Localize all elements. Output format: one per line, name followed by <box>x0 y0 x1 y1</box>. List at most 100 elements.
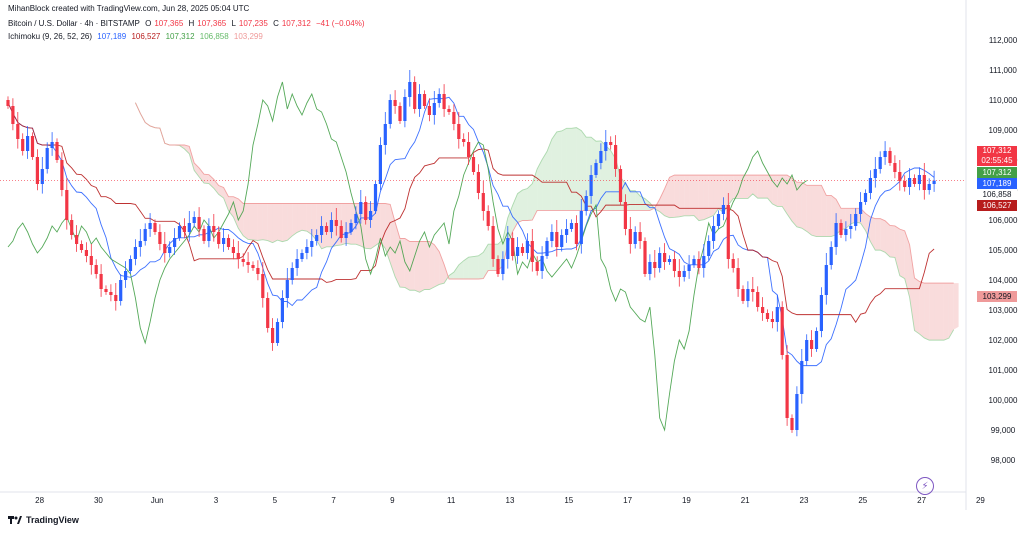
candle-body <box>732 259 735 268</box>
candle-body <box>320 226 323 235</box>
x-tick-label: 23 <box>800 496 809 505</box>
candle-body <box>869 178 872 193</box>
conversion-value: 107,189 <box>97 32 126 41</box>
candle-body <box>305 247 308 253</box>
candle-body <box>933 181 936 184</box>
candle-body <box>403 97 406 121</box>
x-tick-label: 5 <box>273 496 278 505</box>
cloud-segment <box>278 204 283 242</box>
candle-body <box>168 247 171 253</box>
candle-body <box>496 259 499 274</box>
candle-body <box>6 100 9 106</box>
cloud-segment <box>924 283 929 340</box>
candle-body <box>374 184 377 211</box>
candle-body <box>795 394 798 430</box>
x-tick-label: 3 <box>214 496 219 505</box>
x-tick-label: 11 <box>447 496 456 505</box>
cloud-segment <box>679 175 684 217</box>
cloud-segment <box>846 208 851 228</box>
y-tick-label: 106,000 <box>989 216 1018 225</box>
cloud-segment <box>214 179 219 194</box>
candle-body <box>565 229 568 235</box>
span-b-value: 103,299 <box>234 32 263 41</box>
candle-body <box>188 223 191 232</box>
candle-body <box>923 175 926 190</box>
cloud-segment <box>939 283 944 340</box>
candle-body <box>286 280 289 298</box>
cloud-segment <box>704 175 709 220</box>
candle-body <box>90 256 93 265</box>
change-value: −41 (−0.04%) <box>316 19 364 28</box>
cloud-segment <box>866 213 871 241</box>
candle-body <box>291 268 294 280</box>
y-tick-label: 98,000 <box>991 456 1016 465</box>
symbol-title[interactable]: Bitcoin / U.S. Dollar · 4h · BITSTAMP <box>8 19 140 28</box>
x-tick-label: 30 <box>94 496 103 505</box>
candle-body <box>95 265 98 274</box>
lagging-price-label: 107,312 <box>977 167 1017 178</box>
candle-body <box>325 226 328 232</box>
candle-body <box>359 202 362 214</box>
lightning-icon[interactable]: ⚡ <box>916 477 934 495</box>
cloud-segment <box>900 229 905 278</box>
candle-body <box>643 241 646 274</box>
candle-body <box>545 241 548 256</box>
conversion-line <box>8 97 934 365</box>
cloud-segment <box>606 146 611 211</box>
candle-body <box>198 217 201 229</box>
candle-body <box>761 307 764 313</box>
cloud-segment <box>302 204 307 232</box>
cloud-segment <box>944 283 949 340</box>
candle-body <box>247 262 250 265</box>
cloud-segment <box>875 219 880 251</box>
indicator-legend[interactable]: Ichimoku (9, 26, 52, 26) 107,189 106,527… <box>8 31 266 42</box>
conversion-price-label: 107,189 <box>977 178 1017 189</box>
candle-body <box>379 145 382 184</box>
cloud-segment <box>576 128 581 211</box>
candle-body <box>398 106 401 121</box>
cloud-segment <box>469 257 474 279</box>
candle-body <box>737 268 740 289</box>
candle-body <box>722 205 725 214</box>
candle-body <box>296 259 299 268</box>
candle-body <box>438 94 441 103</box>
tradingview-branding[interactable]: TradingView <box>8 515 79 525</box>
candle-body <box>232 247 235 253</box>
candle-body <box>364 202 367 220</box>
cloud-segment <box>557 131 562 211</box>
candle-body <box>423 94 426 106</box>
candle-body <box>433 103 436 115</box>
x-tick-label: 19 <box>682 496 691 505</box>
low-label: L <box>231 19 235 28</box>
cloud-segment <box>282 204 287 242</box>
x-tick-label: Jun <box>151 496 164 505</box>
candle-body <box>658 253 661 268</box>
candle-body <box>418 94 421 109</box>
candle-body <box>271 328 274 343</box>
candle-body <box>835 223 838 247</box>
candle-body <box>41 169 44 184</box>
candle-body <box>727 205 730 259</box>
candle-body <box>100 274 103 289</box>
cloud-segment <box>518 190 523 223</box>
cloud-segment <box>542 152 547 211</box>
candle-body <box>609 142 612 145</box>
candle-body <box>36 157 39 184</box>
candle-body <box>619 169 622 202</box>
candle-body <box>207 226 210 241</box>
candle-body <box>251 265 254 268</box>
candle-body <box>526 241 529 253</box>
cloud-segment <box>660 189 665 216</box>
cloud-segment <box>709 175 714 217</box>
candle-body <box>310 241 313 247</box>
candle-body <box>345 232 348 238</box>
cloud-segment <box>297 204 302 233</box>
candle-body <box>193 217 196 223</box>
cloud-segment <box>474 256 479 279</box>
candle-body <box>511 238 514 256</box>
indicator-title[interactable]: Ichimoku (9, 26, 52, 26) <box>8 32 92 41</box>
candle-body <box>266 298 269 328</box>
cloud-segment <box>292 204 297 236</box>
